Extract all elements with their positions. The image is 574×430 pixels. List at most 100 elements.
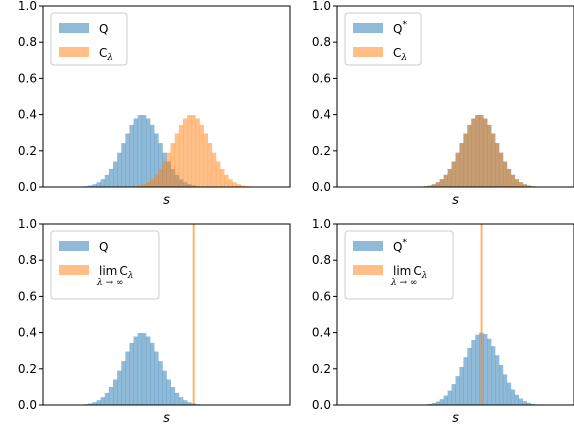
bar — [443, 395, 448, 405]
bar — [435, 182, 441, 187]
y-tick-label: 0.8 — [312, 35, 331, 49]
bar — [141, 184, 147, 187]
bar — [158, 361, 163, 405]
legend-swatch — [353, 241, 383, 251]
legend-label-base: Q — [99, 22, 108, 36]
bar — [137, 185, 143, 187]
axes-frame — [42, 223, 291, 406]
bar — [141, 333, 147, 405]
legend: Q Cλ — [50, 12, 128, 66]
bar — [495, 143, 500, 187]
legend-label: lim Cλ — [393, 264, 427, 281]
bar — [471, 118, 476, 187]
bar — [125, 133, 130, 187]
x-axis-label: s — [163, 193, 170, 208]
bar — [431, 403, 437, 405]
legend-label: lim Cλ — [99, 264, 133, 281]
bar — [215, 161, 221, 187]
bar — [92, 402, 97, 405]
y-tick-label: 0.0 — [312, 180, 331, 194]
bar — [498, 364, 504, 405]
bar — [129, 124, 134, 187]
legend-label-lim: lim — [99, 264, 117, 278]
legend-label-sub: λ — [400, 53, 407, 63]
bar — [498, 152, 504, 187]
bar — [199, 124, 204, 187]
bar — [220, 168, 225, 187]
bar — [451, 384, 456, 405]
legend-box — [344, 12, 422, 66]
bar — [182, 400, 188, 405]
panel-top-right: 0.0 0.2 0.4 0.6 0.8 1.0 s Q* Cλ — [312, 0, 574, 208]
y-tick-label: 1.0 — [312, 217, 331, 231]
bar — [187, 402, 192, 405]
legend-label: Q* — [393, 20, 407, 36]
bar — [502, 374, 508, 405]
bar — [518, 398, 523, 405]
bar — [178, 397, 184, 405]
legend-label-base: Q — [393, 22, 402, 36]
bar — [112, 161, 118, 187]
legend-label-lim-sub: λ → ∞ — [96, 278, 123, 288]
bar — [514, 179, 520, 187]
legend-label-base: C — [413, 264, 421, 278]
bar — [145, 336, 151, 405]
legend-swatch — [353, 265, 383, 275]
bar — [166, 379, 171, 405]
bar — [100, 179, 106, 187]
y-tick-label: 0.0 — [18, 398, 37, 412]
bar — [459, 143, 464, 187]
bar — [487, 124, 492, 187]
legend-swatch — [353, 23, 383, 33]
panel-bottom-right: 0.00.20.40.60.81.0sQ*lim Cλλ → ∞ — [312, 217, 574, 426]
legend-label: Q — [99, 240, 108, 254]
legend: Q*lim Cλλ → ∞ — [344, 230, 454, 300]
bar — [467, 347, 472, 405]
bar — [510, 174, 516, 187]
bar — [228, 179, 233, 187]
bar — [502, 161, 508, 187]
legend-swatch — [353, 47, 383, 57]
bar — [154, 174, 159, 187]
legend-label: Cλ — [99, 46, 113, 63]
bar — [191, 115, 196, 187]
bar — [232, 182, 237, 187]
bar — [506, 168, 512, 187]
bar — [514, 394, 520, 405]
legend-label: Cλ — [393, 46, 407, 63]
bar — [145, 182, 151, 187]
x-axis-label: s — [163, 411, 170, 426]
bar — [117, 152, 122, 187]
bar — [108, 168, 114, 187]
bar — [141, 115, 147, 187]
bar — [182, 118, 188, 187]
y-tick-label: 1.0 — [18, 217, 37, 231]
y-tick-label: 0.0 — [312, 398, 331, 412]
y-tick-label: 1.0 — [312, 0, 331, 13]
legend-swatch — [59, 47, 89, 57]
bar — [491, 346, 496, 405]
bar — [121, 361, 126, 405]
bar — [137, 115, 143, 187]
legend-swatch — [59, 265, 89, 275]
legend-label-sup: * — [402, 20, 407, 30]
bar — [145, 118, 151, 187]
legend-label-lim-sub: λ → ∞ — [390, 278, 417, 288]
legend-label-base: Q — [99, 240, 108, 254]
bar — [154, 351, 159, 405]
bar — [526, 185, 531, 187]
bar — [483, 334, 488, 405]
bar — [475, 115, 480, 187]
legend-label-sub: λ — [127, 271, 134, 281]
legend-swatch — [59, 241, 89, 251]
bar — [174, 133, 180, 187]
bar — [150, 342, 155, 405]
bar — [236, 184, 241, 187]
bar — [104, 174, 110, 187]
bar — [129, 342, 134, 405]
legend-label-base: Q — [393, 240, 402, 254]
bar — [510, 389, 516, 405]
